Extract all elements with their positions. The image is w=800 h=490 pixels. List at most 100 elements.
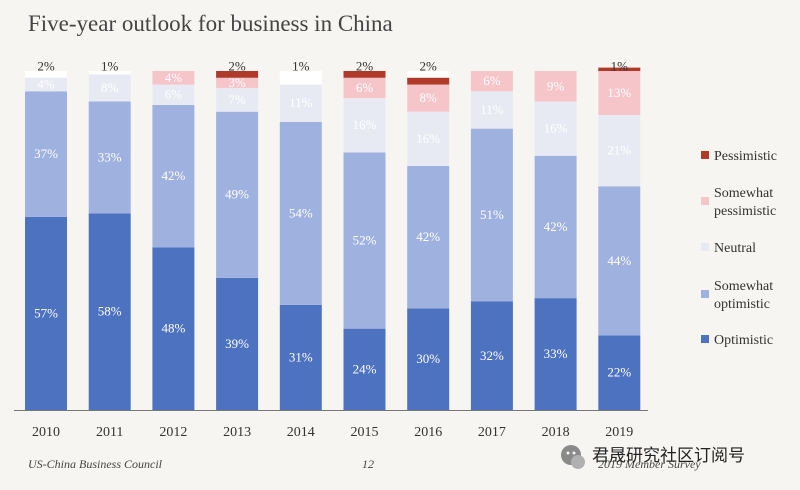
segment-somewhat-optimistic-2018 — [534, 155, 577, 299]
segment-label: 33% — [544, 346, 568, 361]
x-tick-2016: 2016 — [414, 425, 442, 440]
legend-item-somewhat-pessimistic: Somewhat pessimistic — [701, 186, 776, 219]
segment-label: 16% — [353, 117, 377, 132]
segment-somewhat-pessimistic-2016 — [407, 84, 450, 112]
segment-optimistic-2014 — [279, 304, 322, 410]
segment-label: 8% — [101, 80, 119, 95]
bar-2012: 48% 42% 6% 4% 2012 — [152, 70, 195, 440]
segment-somewhat-pessimistic-2013 — [216, 77, 259, 88]
bars-group: 57% 37% 4% 2% 2010 58% 33% 8% 1% 2011 48% 42% 6% 4% 20… — [14, 59, 648, 440]
segment-neutral-2011 — [88, 74, 131, 102]
segment-label: 44% — [607, 253, 631, 268]
segment-label: 57% — [34, 305, 58, 320]
segment-somewhat-pessimistic-2019 — [598, 71, 641, 116]
legend: Pessimistic Somewhat pessimistic Neutral Som… — [701, 149, 777, 348]
segment-neutral-2015 — [343, 98, 386, 153]
segment-somewhat-pessimistic-2012 — [152, 71, 195, 85]
segment-somewhat-optimistic-2013 — [216, 111, 259, 278]
segment-pessimistic-2013 — [216, 71, 259, 78]
legend-item-neutral: Neutral — [701, 241, 756, 256]
footer-source: US-China Business Council — [28, 457, 163, 471]
segment-label: 42% — [544, 219, 568, 234]
segment-somewhat-optimistic-2016 — [407, 165, 450, 309]
segment-neutral-2010 — [25, 77, 67, 92]
bar-2015: 24% 52% 16% 6% 2% 2015 — [343, 59, 386, 440]
segment-optimistic-2010 — [25, 216, 67, 410]
segment-label: 4% — [165, 70, 183, 85]
segment-pessimistic-2019 — [598, 67, 641, 71]
bar-2018: 33% 42% 16% 9% 2018 — [534, 71, 577, 440]
legend-swatch — [701, 197, 709, 205]
segment-somewhat-optimistic-2012 — [152, 104, 195, 248]
segment-label: 11% — [480, 102, 504, 117]
segment-label: 11% — [289, 95, 313, 110]
segment-label: 37% — [34, 146, 58, 161]
segment-label: 22% — [607, 365, 631, 380]
x-tick-2017: 2017 — [478, 425, 506, 440]
segment-optimistic-2016 — [407, 308, 450, 410]
segment-label: 16% — [544, 121, 568, 136]
legend-label: Neutral — [714, 241, 756, 256]
segment-optimistic-2012 — [152, 247, 195, 410]
legend-swatch — [701, 151, 709, 159]
segment-optimistic-2015 — [343, 328, 386, 410]
watermark-text: 君晟研究社区订阅号 — [592, 446, 745, 466]
top-label-2015: 2% — [356, 59, 374, 74]
chart-title: Five-year outlook for business in China — [28, 11, 393, 36]
bar-2010: 57% 37% 4% 2% 2010 — [25, 59, 67, 440]
segment-neutral-2017 — [470, 91, 513, 129]
segment-label: 4% — [37, 77, 55, 92]
watermark: 君晟研究社区订阅号 — [561, 445, 745, 469]
segment-somewhat-pessimistic-2015 — [343, 77, 386, 99]
segment-somewhat-pessimistic-2017 — [470, 71, 513, 92]
x-tick-2012: 2012 — [159, 425, 187, 440]
segment-neutral-2016 — [407, 111, 450, 166]
segment-label: 6% — [165, 87, 183, 102]
segment-label: 32% — [480, 348, 504, 363]
legend-label: Optimistic — [714, 333, 773, 348]
legend-label: Somewhat pessimistic — [714, 186, 776, 219]
bar-2016: 30% 42% 16% 8% 2% 2016 — [407, 59, 450, 440]
segment-optimistic-2019 — [598, 335, 641, 410]
legend-label: Somewhat optimistic — [714, 279, 773, 312]
segment-neutral-2018 — [534, 101, 577, 156]
x-tick-2018: 2018 — [542, 425, 570, 440]
bar-2013: 39% 49% 7% 3%2% 2013 — [216, 59, 259, 440]
x-tick-2015: 2015 — [351, 425, 379, 440]
segment-label: 3% — [228, 75, 246, 90]
bar-2014: 31% 54% 11% 1% 2014 — [279, 59, 322, 440]
segment-optimistic-2011 — [88, 213, 131, 410]
segment-label: 6% — [483, 73, 501, 88]
segment-label: 49% — [225, 187, 249, 202]
footer-survey: 2019 Member Survey — [598, 457, 701, 471]
x-tick-2014: 2014 — [287, 425, 315, 440]
segment-somewhat-pessimistic-2018 — [534, 71, 577, 102]
segment-neutral-2014 — [279, 84, 322, 122]
segment-label: 33% — [98, 149, 122, 164]
legend-swatch — [701, 335, 709, 343]
segment-optimistic-2017 — [470, 301, 513, 410]
segment-pessimistic-2015 — [343, 71, 386, 78]
segment-neutral-2013 — [216, 87, 259, 112]
segment-somewhat-optimistic-2019 — [598, 186, 641, 336]
top-label-2016: 2% — [420, 59, 438, 74]
segment-label: 52% — [353, 233, 377, 248]
top-label-2019: 1% — [611, 59, 629, 74]
x-tick-2010: 2010 — [32, 425, 60, 440]
segment-label: 39% — [225, 336, 249, 351]
segment-label: 8% — [420, 90, 438, 105]
legend-item-optimistic: Optimistic — [701, 333, 773, 348]
segment-label: 42% — [416, 229, 440, 244]
segment-label: 24% — [353, 361, 377, 376]
legend-swatch — [701, 243, 709, 251]
segment-somewhat-optimistic-2011 — [88, 101, 131, 214]
segment-label: 31% — [289, 349, 313, 364]
segment-label: 30% — [416, 351, 440, 366]
segment-pessimistic-2016 — [407, 77, 450, 85]
segment-somewhat-optimistic-2014 — [279, 121, 322, 305]
top-label-2011: 1% — [101, 59, 119, 74]
segment-label: 48% — [161, 321, 185, 336]
bar-2017: 32% 51% 11% 6% 2017 — [470, 71, 513, 440]
